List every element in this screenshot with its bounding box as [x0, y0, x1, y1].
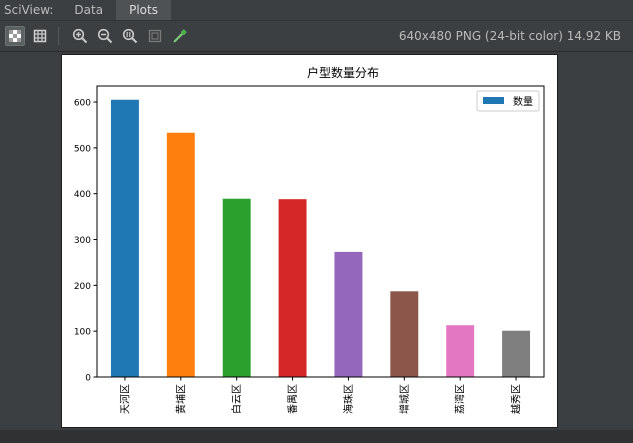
tab-bar: SciView: Data Plots [0, 0, 633, 20]
bar-chart: 户型数量分布 0 100 200 300 400 500 600 天河区 黄埔区 白云区 番禺区 海… [74, 65, 545, 414]
bar-1 [110, 99, 139, 377]
status-bar [0, 430, 633, 443]
y-tick-label: 400 [74, 190, 91, 200]
tab-plots[interactable]: Plots [116, 0, 171, 20]
x-axis: 天河区 黄埔区 白云区 番禺区 海珠区 增城区 荔湾区 越秀区 [119, 377, 523, 414]
bar-6 [390, 291, 419, 377]
chart-title: 户型数量分布 [307, 65, 379, 80]
y-tick-label: 200 [74, 282, 91, 292]
image-info: 640x480 PNG (24-bit color) 14.92 KB [398, 29, 621, 43]
bar-5 [334, 251, 363, 377]
toolbar-separator [58, 27, 59, 45]
legend: 数量 [476, 90, 540, 112]
color-picker-button[interactable] [170, 26, 190, 46]
legend-box [476, 90, 540, 112]
tab-data[interactable]: Data [74, 3, 104, 17]
background-toggle-icon [9, 30, 21, 42]
background-toggle-button[interactable] [5, 26, 25, 46]
legend-label: 数量 [513, 95, 533, 108]
bar-7 [446, 325, 475, 377]
y-axis: 0 100 200 300 400 500 600 [74, 99, 97, 384]
actual-size-button[interactable] [120, 26, 140, 46]
y-tick-label: 0 [85, 374, 91, 384]
x-tick-label: 越秀区 [510, 384, 523, 414]
x-tick-label: 白云区 [230, 384, 243, 414]
panel-title: SciView: [4, 3, 54, 17]
y-tick-label: 500 [74, 144, 91, 154]
x-tick-label: 天河区 [119, 384, 131, 414]
x-tick-label: 海珠区 [342, 384, 355, 414]
bar-4 [278, 199, 307, 377]
axes-frame [96, 85, 545, 378]
zoom-in-button[interactable] [70, 26, 90, 46]
bar-2 [166, 132, 195, 377]
image-viewer: 户型数量分布 0 100 200 300 400 500 600 天河区 黄埔区 白云区 番禺区 海… [0, 52, 633, 430]
bar-3 [222, 198, 251, 377]
zoom-out-button[interactable] [95, 26, 115, 46]
y-tick-label: 600 [74, 99, 91, 109]
x-tick-label: 黄埔区 [174, 384, 187, 414]
plot-image: 户型数量分布 0 100 200 300 400 500 600 天河区 黄埔区 白云区 番禺区 海… [61, 54, 558, 428]
bar-8 [502, 330, 531, 377]
x-tick-label: 荔湾区 [454, 384, 467, 414]
zoom-out-icon [97, 28, 113, 44]
fit-to-window-icon [148, 29, 162, 43]
grid-toggle-icon [33, 29, 47, 43]
actual-size-icon [122, 28, 138, 44]
color-picker-icon [173, 29, 187, 43]
bars-layer [110, 99, 531, 377]
x-tick-label: 增城区 [398, 384, 411, 414]
y-tick-label: 100 [74, 328, 91, 338]
legend-swatch [483, 97, 504, 104]
x-tick-label: 番禺区 [287, 384, 299, 414]
grid-toggle-button[interactable] [30, 26, 50, 46]
zoom-in-icon [72, 28, 88, 44]
y-tick-label: 300 [74, 236, 91, 246]
toolbar: 640x480 PNG (24-bit color) 14.92 KB [0, 20, 633, 52]
fit-to-window-button[interactable] [145, 26, 165, 46]
